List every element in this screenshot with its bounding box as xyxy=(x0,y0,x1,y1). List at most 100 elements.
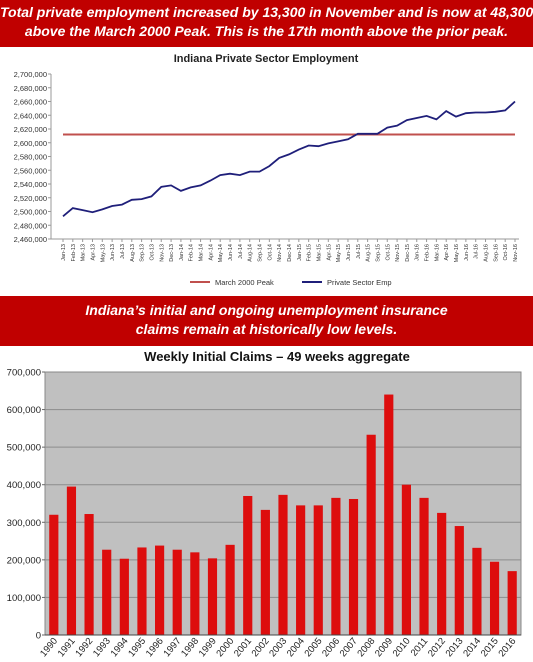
bar xyxy=(84,514,94,635)
x-tick-label: 2009 xyxy=(373,636,395,659)
x-tick-label: Oct-14 xyxy=(267,244,273,261)
employment-line-chart: Indiana Private Sector Employment 2,460,… xyxy=(14,53,519,287)
x-tick-label: Dec-14 xyxy=(287,244,293,262)
x-tick-label: 1998 xyxy=(179,636,201,659)
x-tick-label: Sep-16 xyxy=(493,244,499,262)
x-tick-label: Mar-14 xyxy=(199,244,205,261)
y-tick-label: 2,520,000 xyxy=(14,194,47,203)
bar xyxy=(119,558,129,635)
bar xyxy=(401,484,411,635)
x-tick-label: 2003 xyxy=(267,636,289,659)
x-tick-label: Sep-14 xyxy=(258,244,264,262)
x-tick-label: 2001 xyxy=(232,636,254,659)
bar xyxy=(49,514,59,635)
x-tick-label: 2008 xyxy=(355,636,377,659)
x-tick-label: Sep-15 xyxy=(375,244,381,262)
x-tick-label: 2014 xyxy=(461,636,483,659)
middle-banner: Indiana’s initial and ongoing unemployme… xyxy=(0,296,533,346)
x-tick-label: Jul-13 xyxy=(120,244,126,259)
x-tick-label: Apr-13 xyxy=(90,244,96,261)
y-tick-label: 2,560,000 xyxy=(14,166,47,175)
x-tick-label: Feb-13 xyxy=(71,244,77,261)
x-tick-label: Mar-13 xyxy=(81,244,87,261)
bar xyxy=(348,498,359,635)
x-tick-label: Jun-14 xyxy=(228,244,234,261)
x-tick-label: 1997 xyxy=(162,636,184,659)
x-tick-label: 1999 xyxy=(197,636,219,659)
x-tick-label: Mar-16 xyxy=(434,244,440,261)
x-tick-label: Feb-15 xyxy=(307,244,313,261)
x-tick-label: 1993 xyxy=(91,636,113,659)
y-tick-label: 400,000 xyxy=(7,480,41,491)
bar xyxy=(313,505,323,635)
x-tick-label: Jun-16 xyxy=(464,244,470,261)
y-tick-label: 2,700,000 xyxy=(14,70,47,79)
x-tick-label: Mar-15 xyxy=(316,244,322,261)
series-line xyxy=(62,100,516,217)
y-tick-label: 2,680,000 xyxy=(14,84,47,93)
y-tick-label: 500,000 xyxy=(7,443,41,454)
bar xyxy=(102,549,112,635)
bar xyxy=(278,494,288,635)
x-tick-label: 1990 xyxy=(38,636,60,659)
x-tick-label: Aug-16 xyxy=(484,244,490,262)
y-tick-label: 2,580,000 xyxy=(14,153,47,162)
x-tick-label: Jun-13 xyxy=(110,244,116,261)
x-tick-label: 2006 xyxy=(320,636,342,659)
x-tick-label: Aug-13 xyxy=(130,244,136,262)
x-tick-label: 1995 xyxy=(126,636,148,659)
x-tick-label: Jan-13 xyxy=(61,244,67,261)
x-tick-label: Jul-15 xyxy=(356,244,362,259)
bar xyxy=(155,545,165,635)
x-tick-label: 1992 xyxy=(73,636,95,659)
x-tick-label: 2013 xyxy=(444,636,466,659)
x-tick-label: 2000 xyxy=(214,636,236,659)
x-tick-label: Nov-15 xyxy=(395,244,401,262)
top-banner-line2: above the March 2000 Peak. This is the 1… xyxy=(24,23,509,39)
x-tick-label: May-13 xyxy=(100,244,106,262)
x-tick-label: 2012 xyxy=(426,636,448,659)
bar xyxy=(507,571,517,635)
middle-banner-line2: claims remain at historically low levels… xyxy=(135,321,398,337)
y-tick-label: 700,000 xyxy=(7,368,41,379)
bar xyxy=(190,552,200,635)
x-tick-label: Jul-14 xyxy=(238,244,244,259)
bar xyxy=(296,505,306,635)
x-tick-label: Jan-15 xyxy=(297,244,303,261)
y-tick-label: 600,000 xyxy=(7,405,41,416)
x-tick-label: Nov-14 xyxy=(277,244,283,262)
bar xyxy=(225,544,235,635)
x-tick-label: 1994 xyxy=(109,636,131,659)
x-tick-label: Apr-15 xyxy=(326,244,332,261)
x-tick-label: Aug-15 xyxy=(366,244,372,262)
legend-label: March 2000 Peak xyxy=(215,278,274,287)
x-tick-label: 2002 xyxy=(250,636,272,659)
x-tick-label: May-15 xyxy=(336,244,342,262)
bar xyxy=(137,547,147,635)
y-tick-label: 2,540,000 xyxy=(14,180,47,189)
x-tick-label: 2005 xyxy=(303,636,325,659)
x-tick-label: Jan-14 xyxy=(179,244,185,261)
x-tick-label: Apr-16 xyxy=(444,244,450,261)
x-tick-label: Dec-15 xyxy=(405,244,411,262)
x-tick-label: Sep-13 xyxy=(140,244,146,262)
x-tick-label: May-16 xyxy=(454,244,460,262)
y-tick-label: 0 xyxy=(36,631,41,642)
x-tick-label: 2011 xyxy=(409,636,431,659)
bar xyxy=(437,512,447,635)
x-tick-label: Aug-14 xyxy=(248,244,254,262)
x-tick-label: Jun-15 xyxy=(346,244,352,261)
bar xyxy=(472,547,482,635)
x-tick-label: 2015 xyxy=(479,636,501,659)
bar xyxy=(489,561,500,635)
x-tick-label: 1996 xyxy=(144,636,166,659)
x-tick-label: Apr-14 xyxy=(208,244,214,261)
x-tick-label: Oct-16 xyxy=(503,244,509,261)
x-tick-label: Feb-16 xyxy=(425,244,431,261)
x-tick-label: 1991 xyxy=(56,636,78,659)
bar xyxy=(207,558,218,635)
x-tick-label: Jul-16 xyxy=(474,244,480,259)
x-tick-label: Nov-13 xyxy=(159,244,165,262)
bar xyxy=(384,394,394,635)
x-tick-label: 2004 xyxy=(285,636,307,659)
